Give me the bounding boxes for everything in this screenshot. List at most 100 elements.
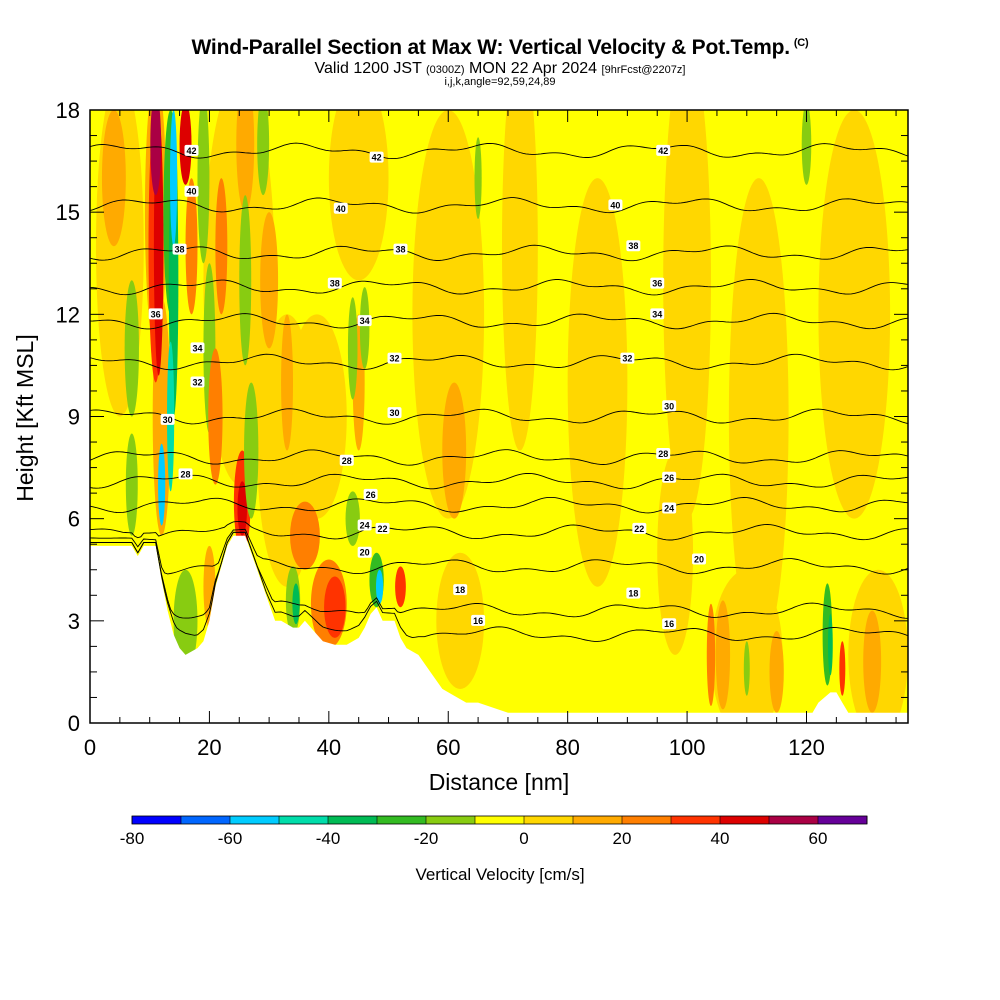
contour-label-text: 34	[192, 343, 202, 353]
velocity-cell	[290, 501, 320, 570]
contour-label: 34	[650, 308, 665, 320]
velocity-cell	[801, 110, 812, 185]
valid-utc: (0300Z)	[426, 64, 465, 76]
velocity-cell	[150, 110, 162, 196]
valid-date: MON 22 Apr 2024	[469, 60, 598, 77]
velocity-cell	[436, 552, 485, 689]
contour-label: 26	[363, 488, 378, 500]
isentrope-32	[90, 353, 908, 371]
colorbar-tick-label: 40	[711, 829, 730, 848]
velocity-cell	[215, 178, 228, 315]
contour-label-text: 38	[175, 245, 185, 255]
contour-label: 18	[626, 587, 641, 599]
velocity-cell	[197, 110, 210, 264]
contour-label-text: 32	[622, 354, 632, 364]
velocity-cell	[281, 314, 294, 451]
contour-label-text: 20	[694, 555, 704, 565]
y-tick-label: 6	[68, 507, 80, 532]
contour-label-text: 34	[360, 316, 370, 326]
isentrope-22	[90, 521, 908, 541]
x-tick-label: 120	[788, 735, 825, 760]
y-tick-label: 3	[68, 609, 80, 634]
isentrope-30	[90, 408, 908, 425]
contour-label-text: 20	[360, 548, 370, 558]
contour-label-text: 24	[360, 520, 370, 530]
contour-label-text: 28	[342, 456, 352, 466]
contour-label: 38	[393, 243, 408, 255]
velocity-cell	[743, 641, 750, 696]
contour-label-text: 30	[664, 401, 674, 411]
contour-label-text: 18	[455, 585, 465, 595]
isentrope-42	[90, 142, 908, 160]
contour-label-text: 18	[628, 589, 638, 599]
colorbar-label: Vertical Velocity [cm/s]	[415, 865, 584, 884]
contour-label-text: 30	[390, 408, 400, 418]
colorbar-bin	[475, 816, 525, 824]
colorbar-bin	[573, 816, 623, 824]
contour-label-text: 40	[336, 204, 346, 214]
velocity-cell	[657, 450, 694, 655]
contour-label: 34	[357, 315, 372, 327]
colorbar-bin	[377, 816, 427, 824]
isentrope-24	[90, 496, 908, 514]
contour-label: 32	[387, 352, 402, 364]
contour-label-text: 34	[652, 309, 662, 319]
velocity-cell	[376, 569, 384, 604]
colorbar-bin	[720, 816, 770, 824]
velocity-cell	[101, 110, 126, 247]
velocity-cell	[395, 566, 406, 608]
velocity-cell	[124, 280, 139, 417]
velocity-cell	[818, 110, 891, 519]
copyright-mark: (C)	[793, 37, 809, 49]
y-tick-label: 15	[56, 200, 80, 225]
contour-label: 38	[327, 277, 342, 289]
colorbar-bin	[181, 816, 231, 824]
contour-label: 40	[608, 199, 623, 211]
colorbar: -80 -60 -40 -20 0 20 40 60	[120, 815, 868, 848]
contour-label: 26	[662, 471, 677, 483]
contour-label: 16	[471, 614, 486, 626]
colorbar-bin	[328, 816, 378, 824]
contour-label: 30	[160, 413, 175, 425]
velocity-cell	[239, 195, 252, 366]
velocity-cell	[260, 212, 279, 349]
contour-label: 22	[632, 522, 647, 534]
colorbar-tick-label: -80	[120, 829, 145, 848]
velocity-cell	[412, 110, 485, 519]
colorbar-tick-label: -20	[414, 829, 439, 848]
velocity-cell	[474, 137, 482, 219]
isentrope-contours	[90, 142, 908, 642]
contour-label: 30	[662, 400, 677, 412]
contour-label-text: 36	[652, 279, 662, 289]
contour-label-text: 16	[664, 619, 674, 629]
contour-labels: 42 42 42 40 40 40 38 38 38 36 38 36 34 34 34 32 32 32 30 30…	[148, 144, 707, 630]
contour-label: 30	[387, 407, 402, 419]
contour-label-text: 26	[366, 490, 376, 500]
title-text: Wind-Parallel Section at Max W: Vertical…	[191, 36, 791, 59]
velocity-cell	[257, 110, 270, 196]
velocity-cell	[179, 110, 192, 185]
contour-label: 40	[184, 185, 199, 197]
contour-label: 28	[339, 454, 354, 466]
terrain-mask	[90, 535, 908, 723]
contour-label: 42	[369, 151, 384, 163]
y-tick-label: 12	[56, 302, 80, 327]
velocity-cell	[236, 110, 255, 213]
colorbar-bin	[426, 816, 476, 824]
contour-label-text: 38	[628, 241, 638, 251]
contour-label: 28	[178, 468, 193, 480]
velocity-cell	[347, 297, 358, 400]
colorbar-tick-label: 0	[519, 829, 528, 848]
velocity-cell	[244, 382, 259, 519]
velocity-cell	[125, 433, 138, 536]
isentrope-28	[90, 449, 908, 466]
x-tick-label: 0	[84, 735, 96, 760]
valid-time: Valid 1200 JST	[314, 60, 422, 77]
contour-label: 38	[626, 240, 641, 252]
colorbar-tick-label: -40	[316, 829, 341, 848]
contour-label-text: 42	[372, 153, 382, 163]
colorbar-bin	[279, 816, 329, 824]
contour-label: 16	[662, 618, 677, 630]
